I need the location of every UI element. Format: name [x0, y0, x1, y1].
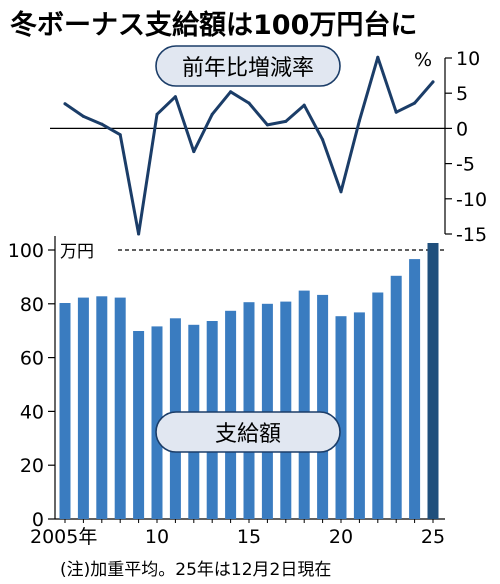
- line-point: [394, 110, 398, 114]
- line-point: [137, 232, 141, 236]
- reference-line-label: 万円: [60, 242, 94, 262]
- bar: [280, 301, 292, 519]
- bar-chart-label: 支給額: [215, 422, 281, 447]
- bar-y-tick-label: 40: [20, 401, 44, 423]
- bar-y-tick-label: 100: [8, 240, 44, 262]
- line-point: [118, 133, 122, 137]
- line-point: [321, 138, 325, 142]
- bar-x-tick-label: 2005年: [30, 526, 97, 548]
- bar: [353, 312, 365, 519]
- bar: [77, 297, 89, 519]
- bar-x-tick-label: 25: [421, 526, 445, 548]
- line-point: [173, 95, 177, 99]
- bar: [298, 290, 310, 519]
- line-y-tick-label: -15: [456, 224, 487, 246]
- line-point: [155, 112, 159, 116]
- bar: [317, 294, 329, 519]
- line-chart-label: 前年比増減率: [182, 56, 314, 81]
- line-point: [339, 190, 343, 194]
- bar: [59, 303, 71, 519]
- bar: [390, 275, 402, 519]
- line-y-tick-label: -5: [456, 154, 475, 176]
- line-y-tick-label: -10: [456, 189, 487, 211]
- line-chart-label-pill: [155, 45, 341, 87]
- line-y-tick-label: 10: [456, 48, 480, 70]
- bar-x-tick-label: 20: [329, 526, 353, 548]
- line-point: [192, 150, 196, 154]
- line-point: [357, 119, 361, 123]
- bar: [96, 296, 108, 519]
- bar-y-tick-label: 80: [20, 294, 44, 316]
- bar-x-tick-label: 10: [145, 526, 169, 548]
- bar: [409, 259, 421, 519]
- bar-highlight: [427, 243, 439, 519]
- line-point: [413, 101, 417, 105]
- bar: [151, 326, 163, 519]
- bar-x-tick-label: 15: [237, 526, 261, 548]
- line-point: [247, 101, 251, 105]
- line-y-tick-label: 5: [456, 83, 468, 105]
- line-point: [302, 103, 306, 107]
- line-point: [63, 102, 67, 106]
- line-point: [210, 112, 214, 116]
- chart-title: 冬ボーナス支給額は100万円台に: [10, 9, 417, 41]
- bar-y-tick-label: 20: [20, 455, 44, 477]
- line-point: [229, 90, 233, 94]
- line-point: [284, 119, 288, 123]
- line-point: [81, 114, 85, 118]
- bar: [133, 331, 145, 519]
- line-point: [100, 122, 104, 126]
- line-point: [265, 123, 269, 127]
- line-chart: 10 5 0 -5 -10 -15: [50, 48, 487, 246]
- bar: [335, 316, 347, 519]
- bar-y-tick-label: 0: [32, 509, 44, 531]
- bar: [243, 302, 255, 519]
- bar: [114, 297, 126, 519]
- bar-y-tick-label: 60: [20, 348, 44, 370]
- line-y-tick-label: 0: [456, 118, 468, 140]
- line-point: [376, 55, 380, 59]
- line-chart-unit: %: [414, 49, 432, 71]
- chart-note: (注)加重平均。25年は12月2日現在: [60, 560, 331, 580]
- bar: [372, 292, 384, 519]
- line-point: [431, 80, 435, 84]
- bar-chart-label-pill: [155, 411, 341, 453]
